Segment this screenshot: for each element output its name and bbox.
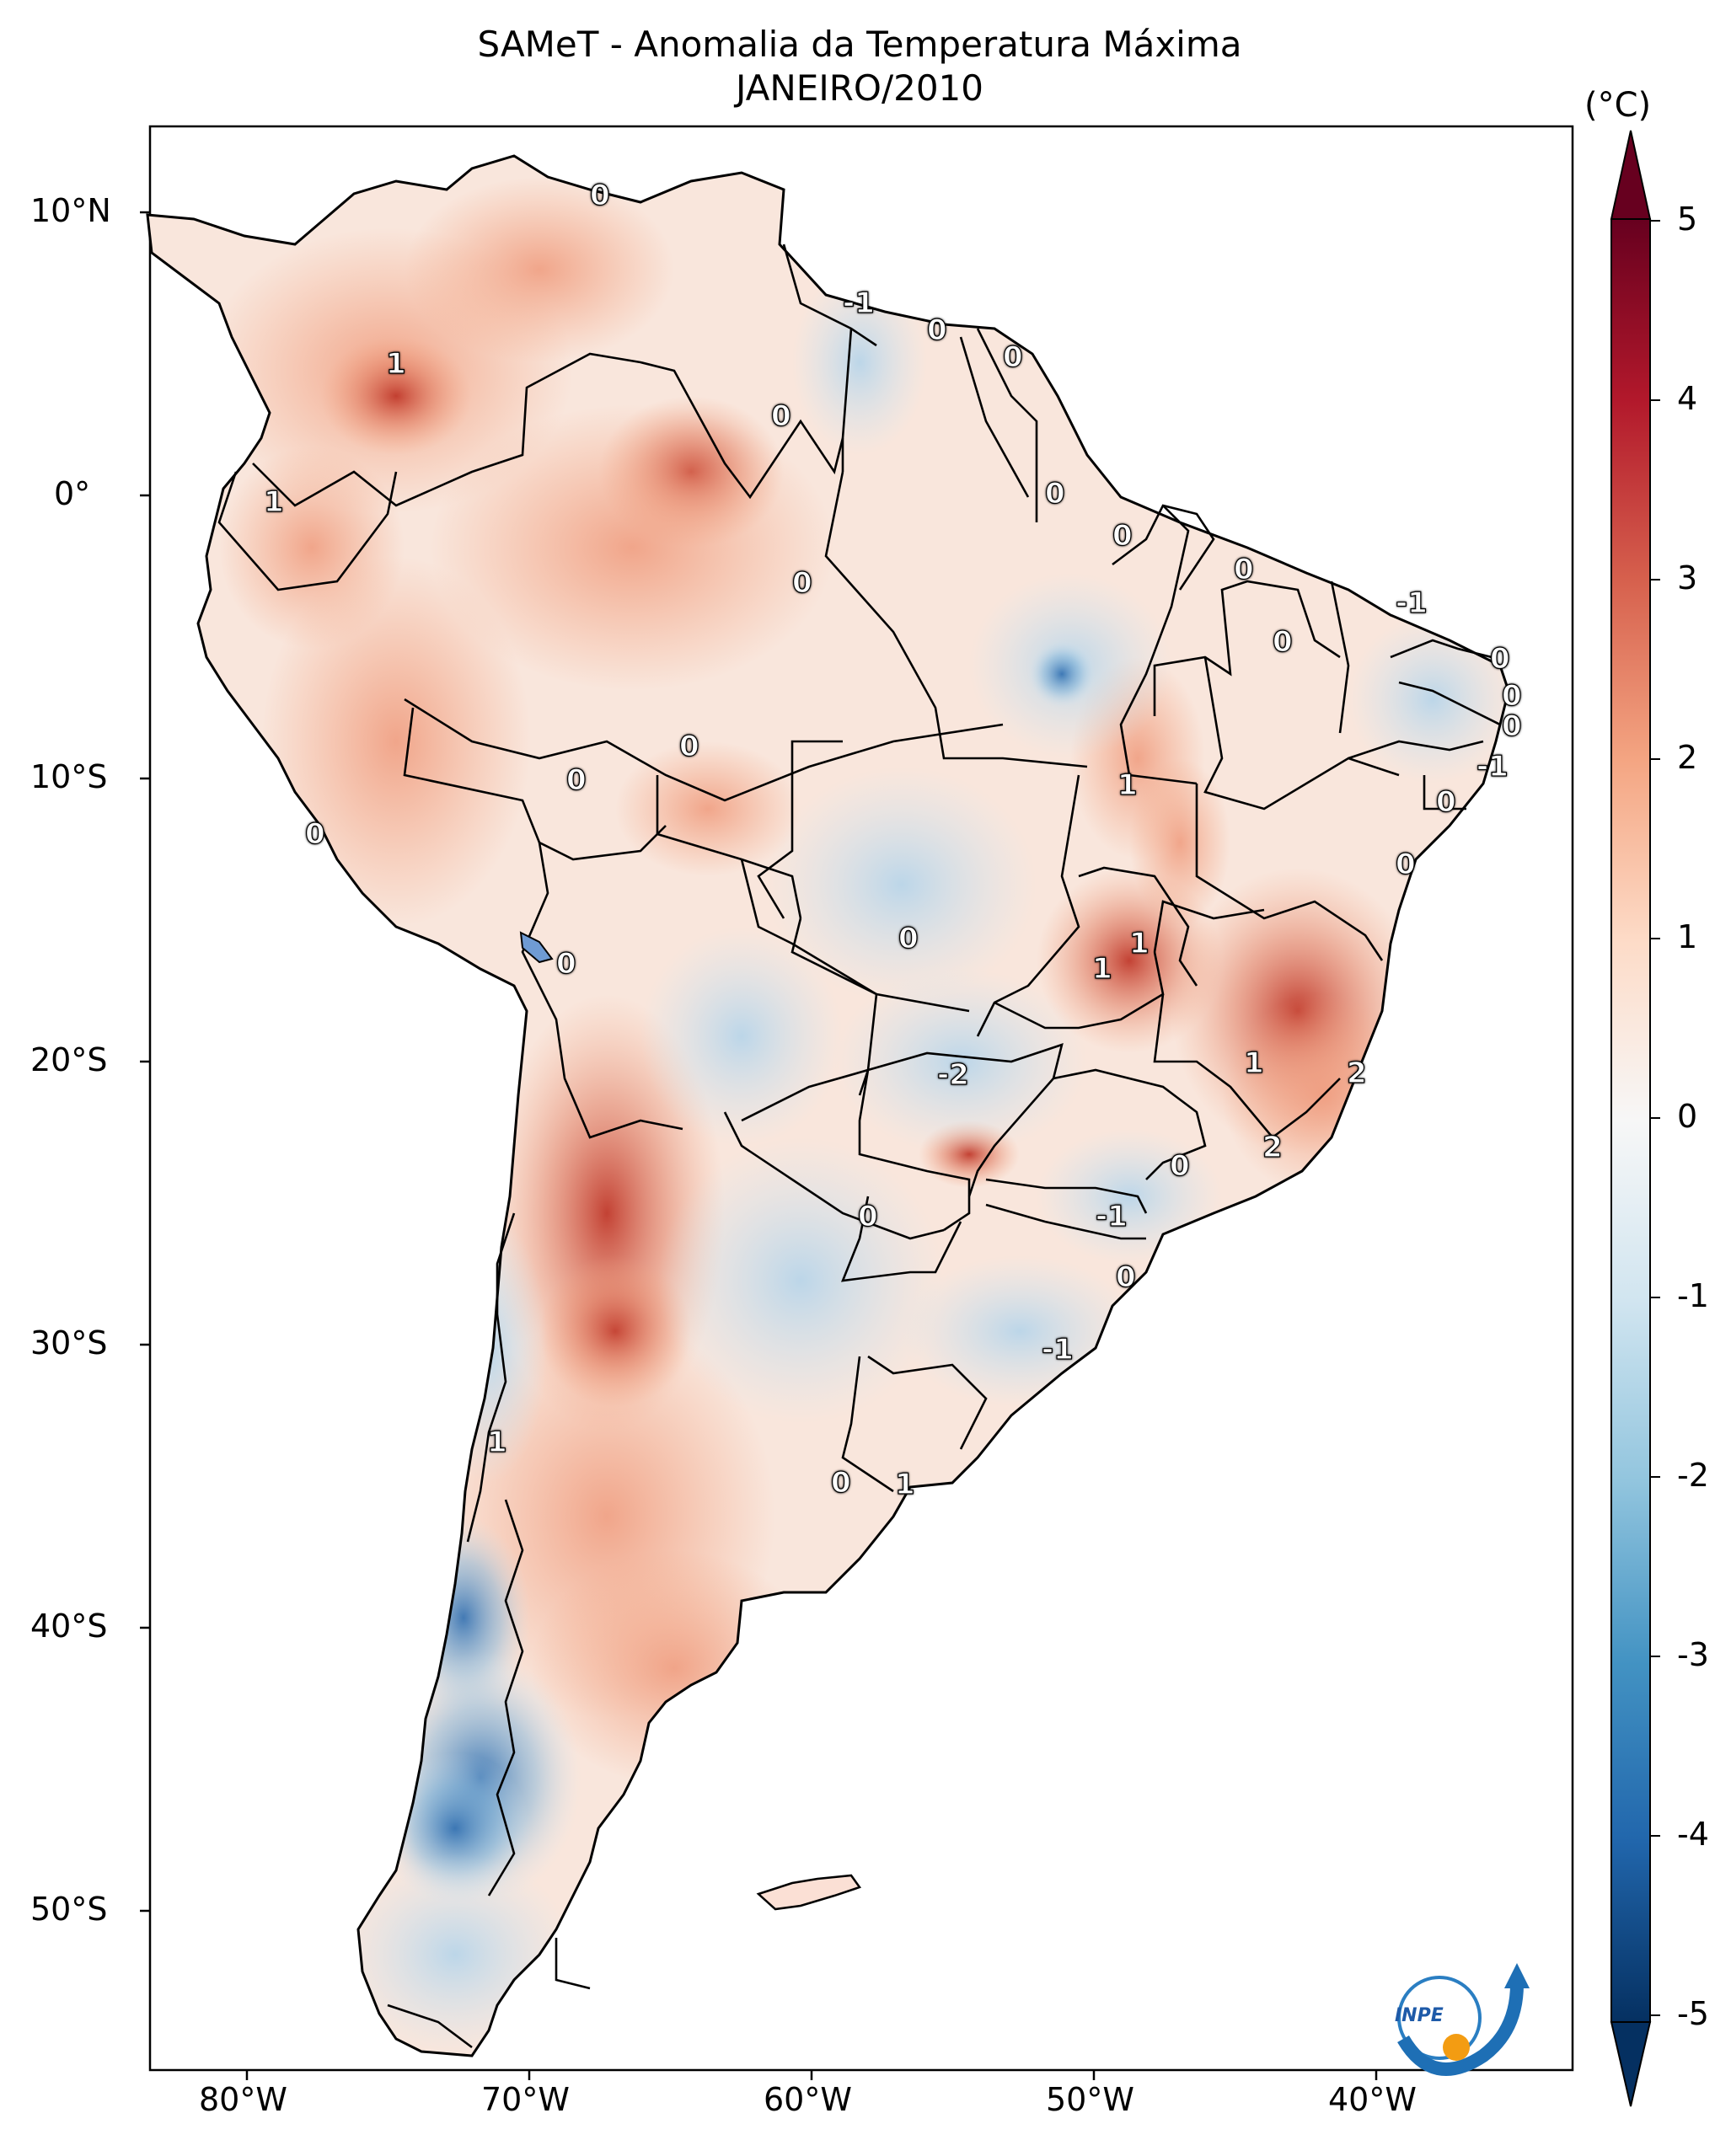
contour-label: 0 (1501, 709, 1522, 743)
contour-label: 1 (1243, 1046, 1264, 1080)
contour-label: 1 (1091, 951, 1112, 986)
contour-label: 0 (1395, 847, 1416, 881)
contour-label: 0 (1489, 641, 1510, 676)
contour-label: 0 (1233, 552, 1254, 586)
colorbar-bar (1610, 218, 1651, 2023)
contour-label: -2 (936, 1057, 969, 1092)
contour-label: 0 (1435, 784, 1456, 819)
lat-tick-40s: 40°S (30, 1608, 108, 1645)
country-borders (217, 243, 1501, 2049)
colorbar-tick-2: 2 (1677, 739, 1698, 776)
colorbar-tick-5: 5 (1677, 201, 1698, 238)
chart-title: SAMeT - Anomalia da Temperatura Máxima (477, 24, 1242, 65)
colorbar-tick-1: 1 (1677, 918, 1698, 955)
contour-label: 0 (1112, 518, 1133, 553)
contour-label: 1 (486, 1425, 507, 1459)
warm-anomaly-region (1129, 758, 1230, 927)
colorbar-tick-neg2: -2 (1677, 1457, 1709, 1494)
chart-subtitle: JANEIRO/2010 (736, 67, 983, 109)
contour-label: 1 (1117, 768, 1138, 802)
lon-tick-50w: 50°W (1046, 2081, 1134, 2118)
warm-anomaly-region (405, 177, 674, 362)
contour-label: 0 (304, 816, 325, 851)
contour-label: 0 (857, 1199, 878, 1233)
lat-tick-0: 0° (54, 475, 91, 512)
contour-label: 0 (898, 921, 919, 955)
contour-label: 2 (1262, 1130, 1283, 1164)
warm-anomaly-region (261, 556, 531, 927)
inpe-logo (1397, 1963, 1530, 2076)
contour-label: 0 (1272, 624, 1293, 659)
falkland-islands (756, 1874, 862, 1911)
contour-label: -1 (842, 286, 875, 320)
warm-anomaly-region (320, 337, 472, 455)
lat-tick-20s: 20°S (30, 1041, 108, 1078)
warm-anomaly-region (615, 741, 801, 876)
cold-anomaly-region (640, 927, 843, 1146)
contour-label: 1 (385, 346, 406, 381)
contour-label: -1 (1095, 1199, 1128, 1233)
colorbar-tick-neg4: -4 (1677, 1816, 1709, 1853)
lon-tick-80w: 80°W (199, 2081, 287, 2118)
colorbar-tick-marks (1650, 220, 1660, 2016)
colorbar-tick-4: 4 (1677, 380, 1698, 417)
contour-label: 0 (1044, 476, 1065, 511)
colorbar-tick-3: 3 (1677, 559, 1698, 597)
contour-label: 0 (678, 729, 699, 763)
axis-tick-marks (140, 211, 1378, 2080)
lake-titicaca (519, 931, 554, 964)
inpe-logo-text: INPE (1395, 2005, 1444, 2026)
colorbar-unit: (°C) (1584, 86, 1652, 125)
contour-label: 0 (555, 946, 576, 981)
colorbar-max-extension (1610, 130, 1652, 220)
cold-anomaly-region (1028, 640, 1096, 708)
lat-tick-50s: 50°S (30, 1891, 108, 1928)
colorbar (1610, 130, 1660, 2107)
lon-tick-70w: 70°W (481, 2081, 570, 2118)
contour-label: 2 (1346, 1056, 1367, 1090)
colorbar-min-extension (1610, 2021, 1652, 2107)
lon-tick-40w: 40°W (1328, 2081, 1417, 2118)
contour-label: -1 (1395, 586, 1428, 620)
cold-anomaly-region (657, 1137, 944, 1424)
contour-label: -1 (1476, 749, 1509, 784)
contour-label: 0 (1115, 1260, 1136, 1294)
contour-label: 0 (1169, 1148, 1190, 1183)
contour-label: 0 (565, 762, 587, 797)
contour-label: 1 (894, 1467, 915, 1501)
cold-anomaly-region (834, 969, 1087, 1154)
contour-label: -1 (1041, 1332, 1074, 1367)
contour-label: 0 (589, 178, 610, 212)
contour-label: 0 (830, 1465, 851, 1500)
colorbar-tick-neg3: -3 (1677, 1636, 1709, 1673)
contour-label: 0 (770, 399, 791, 433)
contour-label: 0 (1501, 678, 1522, 713)
lon-tick-60w: 60°W (764, 2081, 852, 2118)
lat-tick-10s: 10°S (30, 758, 108, 795)
colorbar-tick-neg1: -1 (1677, 1277, 1709, 1314)
contour-label: 1 (263, 484, 284, 519)
contour-label: 0 (1002, 340, 1023, 374)
contour-label: 0 (926, 313, 947, 347)
contour-label: 0 (791, 565, 812, 600)
colorbar-tick-0: 0 (1677, 1098, 1698, 1135)
lat-tick-10n: 10°N (30, 192, 111, 229)
lat-tick-30s: 30°S (30, 1324, 108, 1362)
cold-anomaly-region (767, 767, 1037, 1003)
contour-label: 1 (1128, 926, 1150, 960)
colorbar-tick-neg5: -5 (1677, 1995, 1709, 2032)
